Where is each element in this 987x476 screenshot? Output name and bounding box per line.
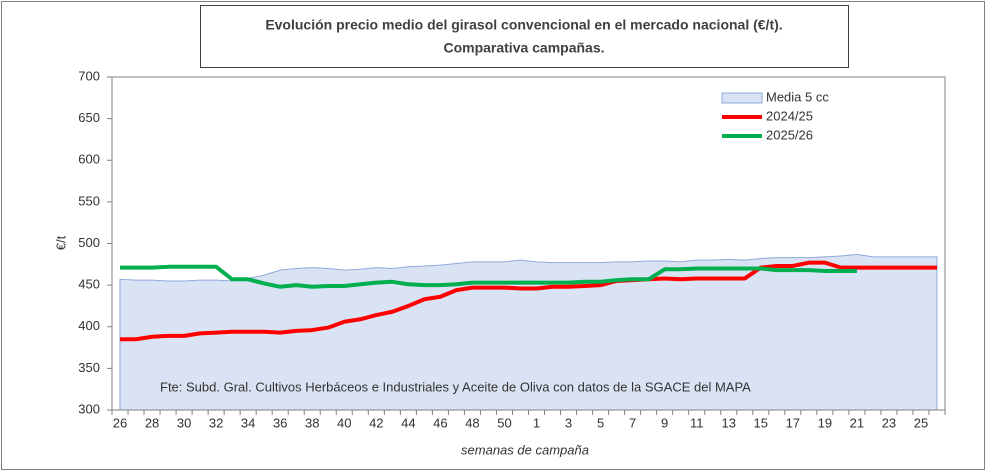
x-tick-label: 50 [497, 415, 511, 430]
chart-subtitle: Comparativa campañas. [443, 40, 604, 56]
x-tick-label: 48 [465, 415, 479, 430]
legend-label: Media 5 cc [766, 89, 829, 104]
title-box [200, 5, 849, 68]
x-tick-label: 13 [722, 415, 736, 430]
x-tick-label: 3 [565, 415, 572, 430]
x-tick-label: 1 [533, 415, 540, 430]
y-tick-label: 550 [78, 193, 100, 208]
y-tick-label: 700 [78, 68, 100, 83]
x-tick-label: 42 [369, 415, 383, 430]
x-tick-label: 17 [786, 415, 800, 430]
y-axis-label: €/t [53, 235, 68, 250]
x-tick-label: 15 [754, 415, 768, 430]
legend-label: 2024/25 [766, 108, 813, 123]
x-tick-label: 44 [401, 415, 415, 430]
annotation: Fte: Subd. Gral. Cultivos Herbáceos e In… [160, 379, 751, 394]
y-tick-label: 300 [78, 401, 100, 416]
x-tick-label: 9 [661, 415, 668, 430]
y-tick-label: 400 [78, 318, 100, 333]
x-tick-label: 19 [818, 415, 832, 430]
x-tick-label: 36 [273, 415, 287, 430]
y-tick-label: 450 [78, 277, 100, 292]
chart-title: Evolución precio medio del girasol conve… [265, 17, 782, 33]
x-axis-label: semanas de campaña [461, 442, 589, 457]
x-tick-label: 5 [597, 415, 604, 430]
x-tick-label: 23 [882, 415, 896, 430]
line [120, 264, 857, 289]
x-tick-label: 30 [177, 415, 191, 430]
x-tick-label: 11 [690, 415, 704, 430]
y-tick-label: 600 [78, 152, 100, 167]
x-tick-label: 25 [914, 415, 928, 430]
x-tick-label: 38 [305, 415, 319, 430]
x-tick-label: 32 [209, 415, 223, 430]
x-tick-label: 40 [337, 415, 351, 430]
y-tick-label: 350 [78, 360, 100, 375]
x-tick-label: 46 [433, 415, 447, 430]
line [120, 260, 937, 342]
y-tick-label: 500 [78, 235, 100, 250]
legend-swatch [721, 92, 763, 104]
x-tick-label: 34 [241, 415, 255, 430]
y-tick-label: 650 [78, 110, 100, 125]
legend-label: 2025/26 [766, 127, 813, 142]
x-tick-label: 21 [850, 415, 864, 430]
x-tick-label: 28 [145, 415, 159, 430]
x-tick-label: 26 [113, 415, 127, 430]
x-tick-label: 7 [629, 415, 636, 430]
